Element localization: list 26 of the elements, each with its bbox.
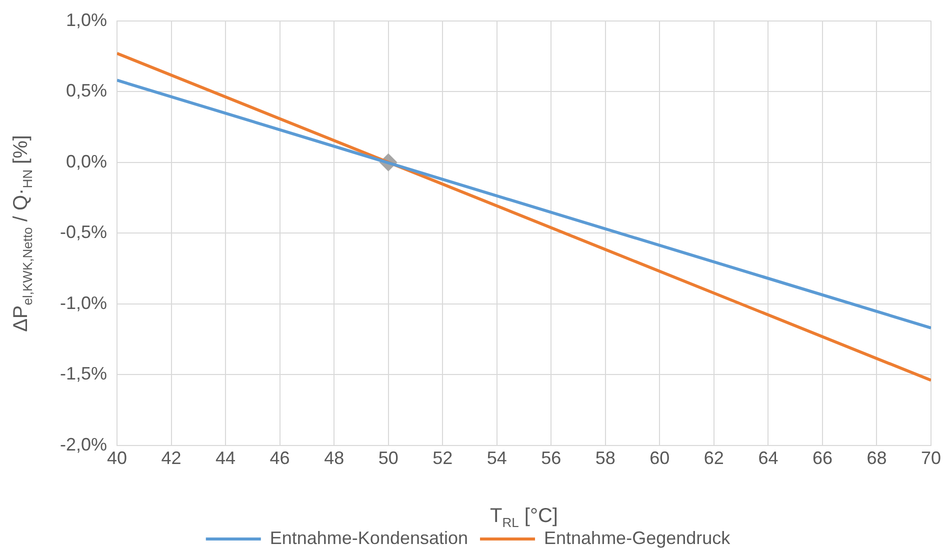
x-tick-label: 56 [541, 448, 562, 468]
legend-label: Entnahme-Gegendruck [544, 528, 732, 548]
y-tick-label: -0,5% [60, 222, 108, 242]
x-tick-label: 60 [650, 448, 670, 468]
x-tick-label: 40 [107, 448, 128, 468]
x-tick-label: 46 [270, 448, 290, 468]
x-tick-label: 44 [216, 448, 236, 468]
x-tick-label: 66 [812, 448, 832, 468]
x-tick-label: 62 [704, 448, 724, 468]
x-tick-label: 58 [595, 448, 616, 468]
legend-label: Entnahme-Kondensation [270, 528, 468, 548]
x-tick-label: 54 [486, 448, 507, 468]
x-axis-title: T$_{RL}$ [°C] [490, 505, 558, 530]
y-tick-label: 1,0% [66, 10, 108, 30]
y-tick-label: -1,0% [60, 292, 108, 313]
x-tick-label: 52 [432, 448, 453, 468]
x-tick-label: 48 [324, 448, 344, 468]
x-tick-label: 64 [758, 448, 778, 468]
x-tick-label: 68 [866, 448, 887, 468]
x-tick-label: 70 [920, 448, 942, 468]
y-tick-label: 0,0% [66, 151, 108, 172]
y-tick-label: -1,5% [60, 364, 108, 384]
x-tick-label: 42 [161, 448, 182, 468]
y-tick-label: 0,5% [66, 80, 108, 101]
x-tick-label: 50 [378, 448, 398, 468]
y-tick-label: -2,0% [60, 434, 108, 454]
